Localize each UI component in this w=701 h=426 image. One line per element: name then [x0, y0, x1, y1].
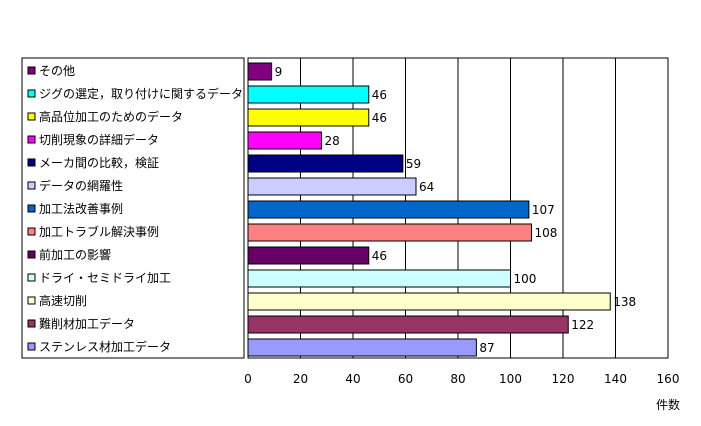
- category-label: 高品位加工のためのデータ: [39, 109, 183, 124]
- category-label: ステンレス材加工データ: [39, 339, 171, 354]
- bar: [247, 200, 530, 219]
- bar: [247, 246, 370, 265]
- bar: [247, 154, 404, 173]
- x-tick-label: 160: [657, 372, 680, 386]
- bar-value-label: 107: [532, 203, 555, 217]
- bar: [247, 108, 370, 127]
- bar-value-label: 108: [535, 226, 558, 240]
- bar-value-label: 46: [372, 111, 387, 125]
- category-label: 加工トラブル解決事例: [39, 224, 159, 239]
- legend-swatch: [27, 89, 36, 98]
- bar: [247, 338, 477, 357]
- x-tick-label: 0: [244, 372, 252, 386]
- legend-swatch: [27, 342, 36, 351]
- legend-swatch: [27, 227, 36, 236]
- category-legend: その他ジグの選定，取り付けに関するデータ高品位加工のためのデータ切削現象の詳細デ…: [21, 57, 245, 359]
- bar-value-label: 59: [406, 157, 421, 171]
- x-tick-label: 120: [552, 372, 575, 386]
- bar-value-label: 122: [571, 318, 594, 332]
- x-tick-label: 60: [398, 372, 413, 386]
- bar-value-label: 87: [479, 341, 494, 355]
- bar: [247, 269, 511, 288]
- bar-value-label: 28: [325, 134, 340, 148]
- x-tick-label: 20: [293, 372, 308, 386]
- legend-swatch: [27, 181, 36, 190]
- plot-area: 0 20 40 60 80 100 120 140 160 9 46 46 28 59 64 107 108 46…: [244, 57, 680, 386]
- category-label: メーカ間の比較，検証: [39, 155, 159, 170]
- category-label: 難削材加工データ: [39, 316, 135, 331]
- legend-swatch: [27, 204, 36, 213]
- legend-swatch: [27, 296, 36, 305]
- bar: [247, 131, 322, 150]
- category-label: 切削現象の詳細データ: [39, 132, 159, 147]
- bar-value-label: 9: [275, 65, 283, 79]
- category-label: 加工法改善事例: [39, 201, 123, 216]
- bar: [247, 85, 370, 104]
- legend-swatch: [27, 66, 36, 75]
- x-tick-label: 100: [499, 372, 522, 386]
- legend-swatch: [27, 273, 36, 282]
- legend-swatch: [27, 135, 36, 144]
- category-label: ドライ・セミドライ加工: [39, 271, 171, 285]
- category-label: ジグの選定，取り付けに関するデータ: [39, 86, 243, 101]
- bar: [247, 177, 417, 196]
- bar-value-label: 138: [613, 295, 636, 309]
- legend-swatch: [27, 250, 36, 259]
- legend-swatch: [27, 158, 36, 167]
- x-axis-unit-label: 件数: [656, 397, 680, 412]
- bar: [247, 292, 611, 311]
- bar-value-label: 46: [372, 249, 387, 263]
- category-label: データの網羅性: [39, 178, 123, 193]
- x-tick-label: 40: [345, 372, 360, 386]
- legend-swatch: [27, 319, 36, 328]
- bar-value-label: 46: [372, 88, 387, 102]
- category-label: その他: [39, 64, 75, 78]
- bar-value-label: 64: [419, 180, 434, 194]
- bar-value-label: 100: [514, 272, 537, 286]
- legend-swatch: [27, 112, 36, 121]
- category-label: 前加工の影響: [39, 247, 111, 262]
- legend-frame: [21, 57, 245, 359]
- bar: [247, 62, 273, 81]
- category-label: 高速切削: [39, 293, 87, 308]
- bar: [247, 223, 532, 242]
- x-tick-label: 80: [450, 372, 465, 386]
- x-tick-label: 140: [604, 372, 627, 386]
- bar: [247, 315, 569, 334]
